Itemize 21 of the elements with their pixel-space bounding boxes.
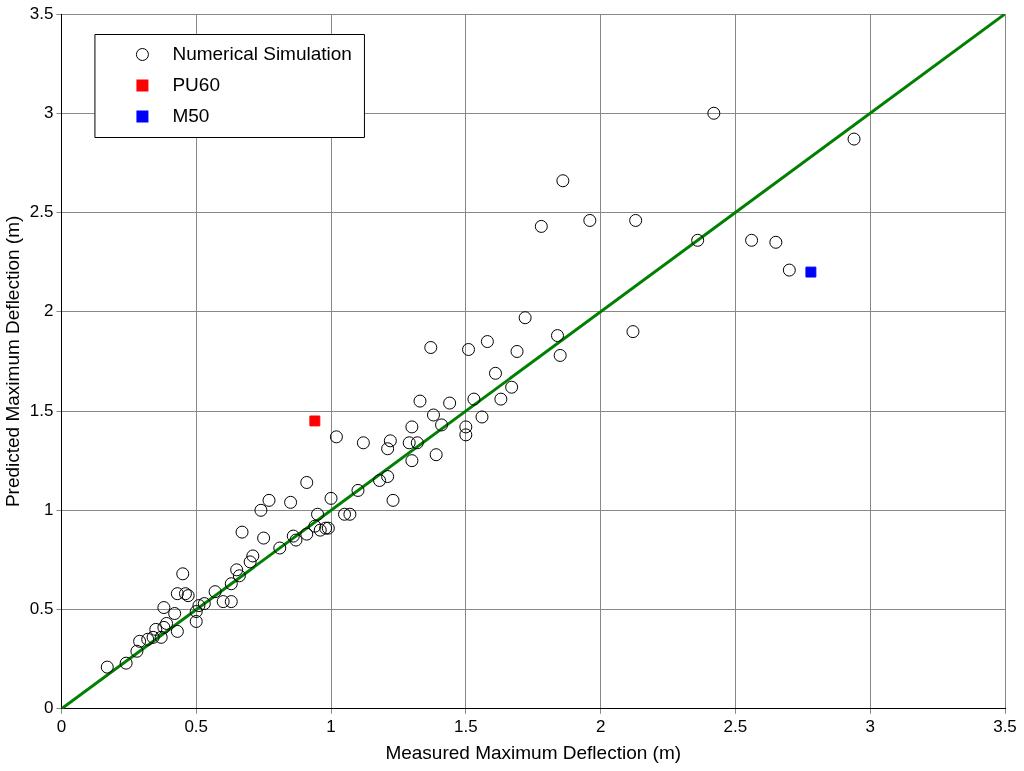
y-tick-label: 2 xyxy=(43,301,54,321)
x-tick-label: 0.5 xyxy=(184,716,209,736)
legend-label: PU60 xyxy=(172,73,220,95)
x-tick-label: 2.5 xyxy=(723,716,748,736)
x-tick-label: 3.5 xyxy=(993,716,1017,736)
x-tick-label: 0 xyxy=(56,716,67,736)
x-tick-label: 1.5 xyxy=(454,716,478,736)
y-tick-label: 0.5 xyxy=(29,599,54,619)
y-tick-label: 3.5 xyxy=(29,3,54,23)
y-tick-label: 3 xyxy=(43,102,54,122)
x-tick-label: 1 xyxy=(326,716,336,736)
y-tick-label: 1 xyxy=(43,499,54,519)
x-tick-label: 3 xyxy=(865,716,875,736)
y-tick-label: 1.5 xyxy=(29,400,54,420)
y-tick-label: 0 xyxy=(43,698,54,718)
x-axis-title: Measured Maximum Deflection (m) xyxy=(385,741,682,763)
legend-label: M50 xyxy=(172,104,210,126)
legend-label: Numerical Simulation xyxy=(172,42,352,64)
y-tick-label: 2.5 xyxy=(29,202,54,222)
x-tick-label: 2 xyxy=(595,716,606,736)
y-axis-title: Predicted Maximum Deflection (m) xyxy=(1,215,23,508)
